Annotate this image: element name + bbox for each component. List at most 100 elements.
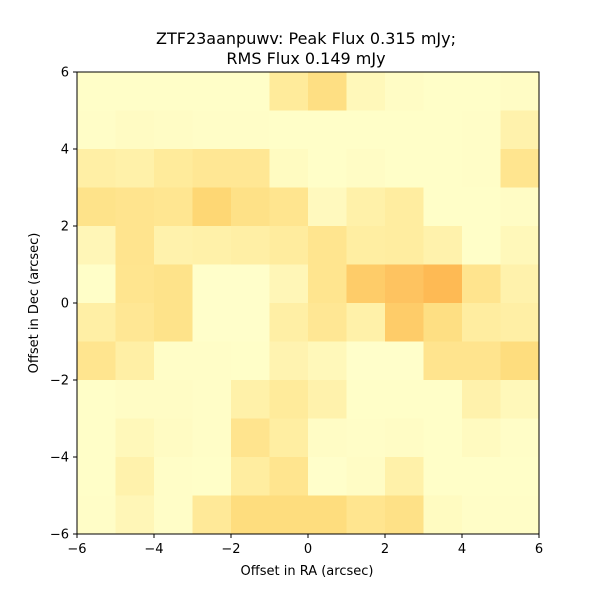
heatmap-cell xyxy=(154,187,193,227)
heatmap-cell xyxy=(346,457,386,496)
heatmap-cell xyxy=(308,149,347,188)
heatmap-cell xyxy=(346,341,386,381)
heatmap-cell xyxy=(308,72,347,111)
y-tick-label: 0 xyxy=(61,297,69,312)
heatmap-cell xyxy=(269,110,309,150)
y-tick-label: 2 xyxy=(61,220,69,235)
heatmap-cell xyxy=(154,418,193,458)
heatmap-cell xyxy=(308,457,347,496)
heatmap-cell xyxy=(308,226,347,265)
heatmap-cell xyxy=(115,341,155,381)
heatmap-cell xyxy=(154,341,193,381)
heatmap-cell xyxy=(462,264,501,304)
heatmap-cell xyxy=(231,303,270,342)
heatmap-cell xyxy=(500,149,540,188)
heatmap-cell xyxy=(423,303,463,342)
heatmap-cell xyxy=(269,380,309,419)
heatmap-cell xyxy=(231,264,270,304)
heatmap-cell xyxy=(192,264,232,304)
heatmap-cell xyxy=(346,380,386,419)
heatmap-cell xyxy=(231,341,270,381)
heatmap-cell xyxy=(423,457,463,496)
heatmap-cell xyxy=(423,187,463,227)
heatmap-cell xyxy=(115,380,155,419)
heatmap-cell xyxy=(385,495,424,535)
x-axis-label: Offset in RA (arcsec) xyxy=(241,564,374,579)
y-ticks: −6 −4 −2 0 2 4 6 xyxy=(50,66,77,543)
heatmap-cell xyxy=(269,495,309,535)
heatmap-cell xyxy=(154,303,193,342)
heatmap-cell xyxy=(269,72,309,111)
heatmap-cell xyxy=(231,110,270,150)
heatmap-cell xyxy=(500,303,540,342)
heatmap-cell xyxy=(115,495,155,535)
heatmap-cell xyxy=(462,418,501,458)
heatmap-cell xyxy=(231,72,270,111)
heatmap-cell xyxy=(308,110,347,150)
heatmap-cell xyxy=(346,72,386,111)
heatmap-cell xyxy=(269,264,309,304)
x-tick-label: −2 xyxy=(221,542,240,557)
heatmap-cell xyxy=(308,495,347,535)
heatmap-cell xyxy=(423,495,463,535)
heatmap-cell xyxy=(462,495,501,535)
heatmap-cell xyxy=(500,380,540,419)
heatmap-cell xyxy=(115,110,155,150)
heatmap-cell xyxy=(500,264,540,304)
heatmap-cell xyxy=(115,187,155,227)
heatmap-cell xyxy=(192,303,232,342)
heatmap-cell xyxy=(192,72,232,111)
y-tick-label: 4 xyxy=(61,143,69,158)
x-tick-label: −4 xyxy=(144,542,163,557)
chart-title-line-1: ZTF23aanpuwv: Peak Flux 0.315 mJy; xyxy=(156,29,456,48)
heatmap-cell xyxy=(269,303,309,342)
heatmap-cell xyxy=(77,149,116,188)
x-tick-label: 0 xyxy=(304,542,312,557)
heatmap-cell xyxy=(423,110,463,150)
heatmap-cell xyxy=(385,341,424,381)
heatmap-cell xyxy=(269,187,309,227)
heatmap-cell xyxy=(308,264,347,304)
heatmap-cell xyxy=(346,187,386,227)
heatmap-cell xyxy=(154,72,193,111)
y-tick-label: 6 xyxy=(61,66,69,81)
heatmap-cell xyxy=(192,149,232,188)
heatmap-cell xyxy=(462,341,501,381)
heatmap-cell xyxy=(308,380,347,419)
heatmap-cell xyxy=(500,110,540,150)
heatmap-cell xyxy=(462,380,501,419)
heatmap-cell xyxy=(308,418,347,458)
heatmap-cell xyxy=(231,457,270,496)
heatmap-cell xyxy=(385,187,424,227)
heatmap-cell xyxy=(462,457,501,496)
heatmap-cell xyxy=(500,495,540,535)
heatmap-cell xyxy=(192,110,232,150)
y-tick-label: −6 xyxy=(50,528,69,543)
x-tick-label: 4 xyxy=(458,542,466,557)
heatmap-cell xyxy=(269,226,309,265)
heatmap-cell xyxy=(385,72,424,111)
chart-title-line-2: RMS Flux 0.149 mJy xyxy=(226,49,385,68)
heatmap-cell xyxy=(192,187,232,227)
heatmap-cell xyxy=(154,110,193,150)
x-ticks: −6 −4 −2 0 2 4 6 xyxy=(67,534,543,557)
heatmap-cell xyxy=(269,341,309,381)
heatmap-cell xyxy=(500,72,540,111)
heatmap-cell xyxy=(77,110,116,150)
heatmap-cell xyxy=(385,380,424,419)
heatmap-cell xyxy=(231,149,270,188)
heatmap-cell xyxy=(346,110,386,150)
heatmap-cell xyxy=(462,226,501,265)
heatmap-cell xyxy=(346,226,386,265)
heatmap-cell xyxy=(500,457,540,496)
heatmap-cell xyxy=(462,187,501,227)
heatmap-cell xyxy=(462,149,501,188)
heatmap-cell xyxy=(269,149,309,188)
heatmap-cell xyxy=(308,341,347,381)
heatmap-cell xyxy=(500,341,540,381)
heatmap-cell xyxy=(77,187,116,227)
heatmap-cell xyxy=(423,380,463,419)
heatmap-cell xyxy=(115,303,155,342)
heatmap-cell xyxy=(192,418,232,458)
x-tick-label: 6 xyxy=(535,542,543,557)
